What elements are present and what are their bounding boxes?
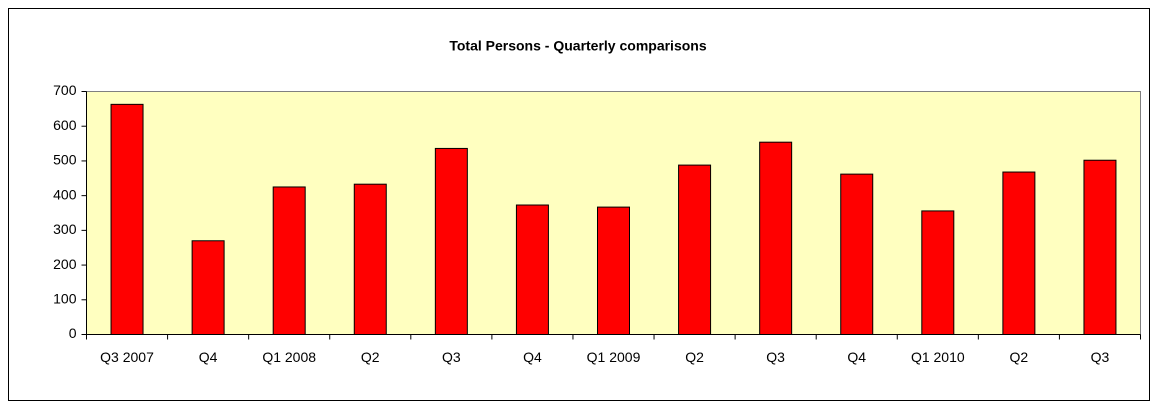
- x-tick-label: Q3: [1091, 349, 1110, 365]
- bar: [921, 210, 955, 335]
- x-tick-label: Q3: [766, 349, 785, 365]
- chart-title: Total Persons - Quarterly comparisons: [449, 38, 706, 54]
- y-tick-label: 600: [53, 117, 77, 133]
- x-tick-label: Q1 2009: [587, 349, 641, 365]
- bar: [110, 103, 144, 335]
- x-tick-label: Q2: [685, 349, 704, 365]
- x-tick-label: Q1 2008: [262, 349, 316, 365]
- x-tick-label: Q1 2010: [911, 349, 965, 365]
- y-tick-label: 300: [53, 221, 77, 237]
- bar: [515, 204, 549, 335]
- y-tick-label: 100: [53, 290, 77, 306]
- y-tick-label: 200: [53, 256, 77, 272]
- bar: [353, 183, 387, 335]
- y-tick-label: 700: [53, 82, 77, 98]
- x-tick-label: Q4: [847, 349, 866, 365]
- x-tick-label: Q3 2007: [100, 349, 154, 365]
- y-tick-label: 500: [53, 152, 77, 168]
- x-tick-label: Q4: [523, 349, 542, 365]
- bar: [597, 206, 630, 335]
- bar: [272, 186, 306, 335]
- bar: [1083, 159, 1117, 335]
- bar: [678, 164, 712, 335]
- x-tick-label: Q2: [1010, 349, 1029, 365]
- x-tick-label: Q3: [442, 349, 461, 365]
- bar: [434, 147, 468, 335]
- bar: [759, 141, 793, 335]
- bar: [1002, 171, 1036, 335]
- y-tick-label: 400: [53, 186, 77, 202]
- bar: [191, 240, 225, 335]
- x-tick-label: Q2: [361, 349, 380, 365]
- y-tick-label: 0: [69, 325, 77, 341]
- x-tick-label: Q4: [199, 349, 218, 365]
- bar: [840, 173, 874, 335]
